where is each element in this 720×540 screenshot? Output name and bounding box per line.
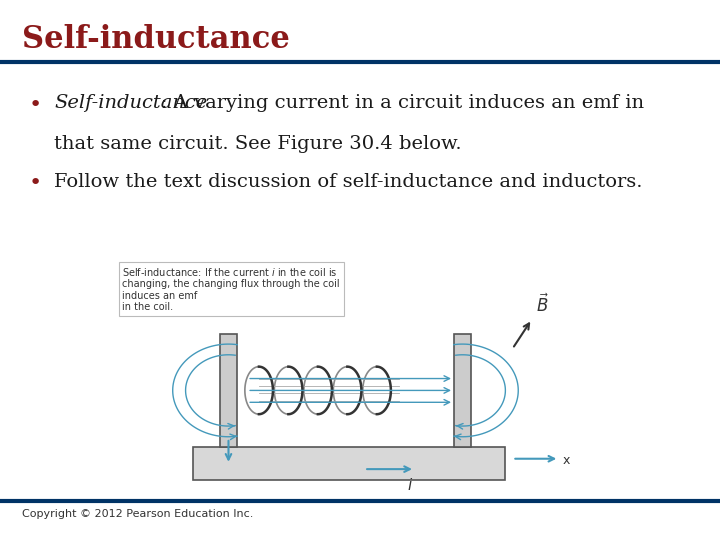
Text: •: • (29, 94, 42, 114)
Text: Follow the text discussion of self-inductance and inductors.: Follow the text discussion of self-induc… (54, 173, 642, 191)
Text: Self-inductance: Self-inductance (22, 24, 289, 55)
Text: x: x (563, 454, 570, 467)
Bar (220, 334, 238, 447)
Text: Copyright © 2012 Pearson Education Inc.: Copyright © 2012 Pearson Education Inc. (22, 509, 253, 519)
Bar (454, 334, 472, 447)
FancyBboxPatch shape (193, 447, 505, 480)
Text: : A varying current in a circuit induces an emf in: : A varying current in a circuit induces… (161, 94, 644, 112)
Text: $i$: $i$ (407, 476, 413, 492)
Text: Self-inductance: If the current $i$ in the coil is
changing, the changing flux t: Self-inductance: If the current $i$ in t… (122, 266, 340, 313)
Text: Self-inductance: Self-inductance (54, 94, 207, 112)
Text: that same circuit. See Figure 30.4 below.: that same circuit. See Figure 30.4 below… (54, 135, 462, 153)
Text: $\vec{B}$: $\vec{B}$ (536, 294, 549, 316)
Text: •: • (29, 173, 42, 193)
